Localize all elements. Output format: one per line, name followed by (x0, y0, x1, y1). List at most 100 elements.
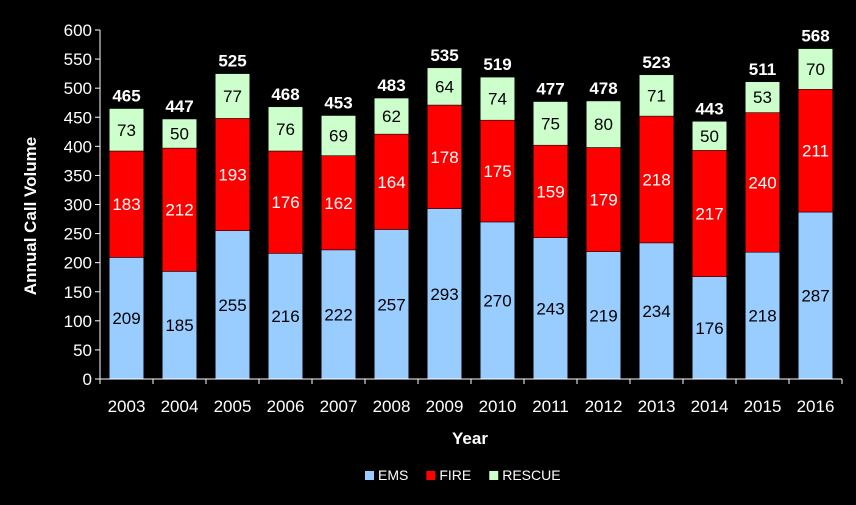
bar-ems-2016 (798, 211, 833, 380)
bar-rescue-2010 (480, 76, 515, 121)
y-tick-label: 550 (64, 50, 92, 69)
y-tick-label: 200 (64, 254, 92, 273)
legend-label-ems: EMS (378, 467, 408, 483)
x-tick-label: 2004 (161, 397, 199, 416)
y-tick-label: 0 (83, 370, 92, 389)
total-label: 443 (695, 99, 723, 118)
x-tick-label: 2010 (479, 397, 517, 416)
bar-fire-2012 (586, 147, 621, 252)
data-label-fire: 211 (802, 142, 829, 161)
legend: EMS FIRE RESCUE (365, 467, 561, 483)
data-label-rescue: 62 (382, 107, 401, 126)
bar-fire-2006 (268, 150, 303, 254)
y-tick-label: 500 (64, 79, 92, 98)
total-label: 453 (324, 94, 352, 113)
data-label-ems: 209 (112, 309, 140, 328)
bar-ems-2006 (268, 253, 303, 380)
bar-rescue-2012 (586, 100, 621, 148)
data-label-ems: 216 (271, 307, 299, 326)
bar-rescue-2006 (268, 106, 303, 152)
data-label-ems: 219 (589, 306, 617, 325)
total-label: 483 (377, 76, 405, 95)
y-tick-label: 450 (64, 108, 92, 127)
x-tick-label: 2009 (426, 397, 464, 416)
x-axis-title: Year (452, 429, 488, 448)
data-label-rescue: 73 (117, 121, 136, 140)
total-label: 447 (165, 97, 193, 116)
y-tick-label: 600 (64, 21, 92, 40)
data-label-fire: 159 (536, 182, 564, 201)
data-label-rescue: 75 (541, 114, 560, 133)
x-tick-label: 2013 (638, 397, 676, 416)
bar-fire-2003 (109, 150, 144, 258)
bar-fire-2008 (374, 133, 409, 230)
data-label-ems: 287 (801, 287, 829, 306)
data-label-rescue: 70 (806, 60, 825, 79)
x-tick-label: 2015 (744, 397, 782, 416)
data-label-rescue: 76 (276, 120, 295, 139)
data-label-fire: 212 (165, 201, 193, 220)
bar-ems-2012 (586, 251, 621, 380)
total-label: 477 (536, 80, 564, 99)
legend-swatch-rescue (489, 471, 499, 480)
bar-rescue-2014 (692, 121, 727, 151)
y-tick-label: 100 (64, 312, 92, 331)
total-label: 568 (801, 27, 829, 46)
bar-ems-2011 (533, 237, 568, 380)
bar-ems-2009 (427, 208, 462, 380)
total-label: 511 (749, 60, 776, 79)
data-label-fire: 240 (748, 173, 776, 192)
legend-swatch-ems (365, 471, 374, 480)
data-label-ems: 218 (748, 307, 776, 326)
x-tick-label: 2007 (320, 397, 358, 416)
bar-fire-2010 (480, 119, 515, 223)
y-tick-label: 300 (64, 196, 92, 215)
y-tick-label: 250 (64, 225, 92, 244)
data-label-ems: 255 (218, 296, 246, 315)
bar-rescue-2013 (639, 74, 674, 117)
data-label-ems: 270 (483, 291, 511, 310)
y-tick-label: 400 (64, 137, 92, 156)
data-label-fire: 193 (218, 166, 246, 185)
data-label-fire: 183 (112, 195, 140, 214)
x-tick-label: 2016 (797, 397, 835, 416)
data-label-rescue: 64 (435, 77, 454, 96)
data-label-ems: 257 (377, 295, 405, 314)
data-label-fire: 217 (695, 205, 723, 224)
data-label-fire: 164 (377, 173, 405, 192)
data-label-ems: 293 (430, 285, 458, 304)
bar-rescue-2015 (745, 81, 780, 113)
data-label-rescue: 77 (223, 87, 242, 106)
bar-rescue-2007 (321, 115, 356, 156)
y-tick-label: 50 (73, 341, 92, 360)
total-label: 535 (430, 46, 458, 65)
data-label-fire: 218 (642, 170, 670, 189)
bar-ems-2007 (321, 249, 356, 380)
legend-label-fire: FIRE (439, 467, 471, 483)
x-tick-label: 2012 (585, 397, 623, 416)
bar-fire-2011 (533, 144, 568, 238)
data-label-ems: 222 (324, 305, 352, 324)
bar-rescue-2011 (533, 101, 568, 146)
total-label: 465 (112, 87, 140, 106)
total-label: 468 (271, 85, 299, 104)
legend-swatch-fire (426, 471, 436, 480)
total-label: 478 (589, 79, 617, 98)
y-axis-title: Annual Call Volume (21, 137, 40, 295)
x-tick-label: 2005 (214, 397, 252, 416)
x-tick-label: 2008 (373, 397, 411, 416)
data-label-rescue: 71 (647, 86, 666, 105)
bar-rescue-2003 (109, 108, 144, 152)
data-label-rescue: 69 (329, 127, 348, 146)
data-label-ems: 176 (695, 319, 723, 338)
data-label-rescue: 80 (594, 115, 613, 134)
x-tick-label: 2011 (532, 397, 569, 416)
bar-ems-2003 (109, 257, 144, 380)
bar-fire-2015 (745, 112, 780, 253)
data-label-fire: 176 (271, 193, 299, 212)
y-tick-label: 350 (64, 166, 92, 185)
bar-rescue-2005 (215, 73, 250, 119)
bar-fire-2014 (692, 150, 727, 277)
data-label-fire: 178 (430, 148, 458, 167)
